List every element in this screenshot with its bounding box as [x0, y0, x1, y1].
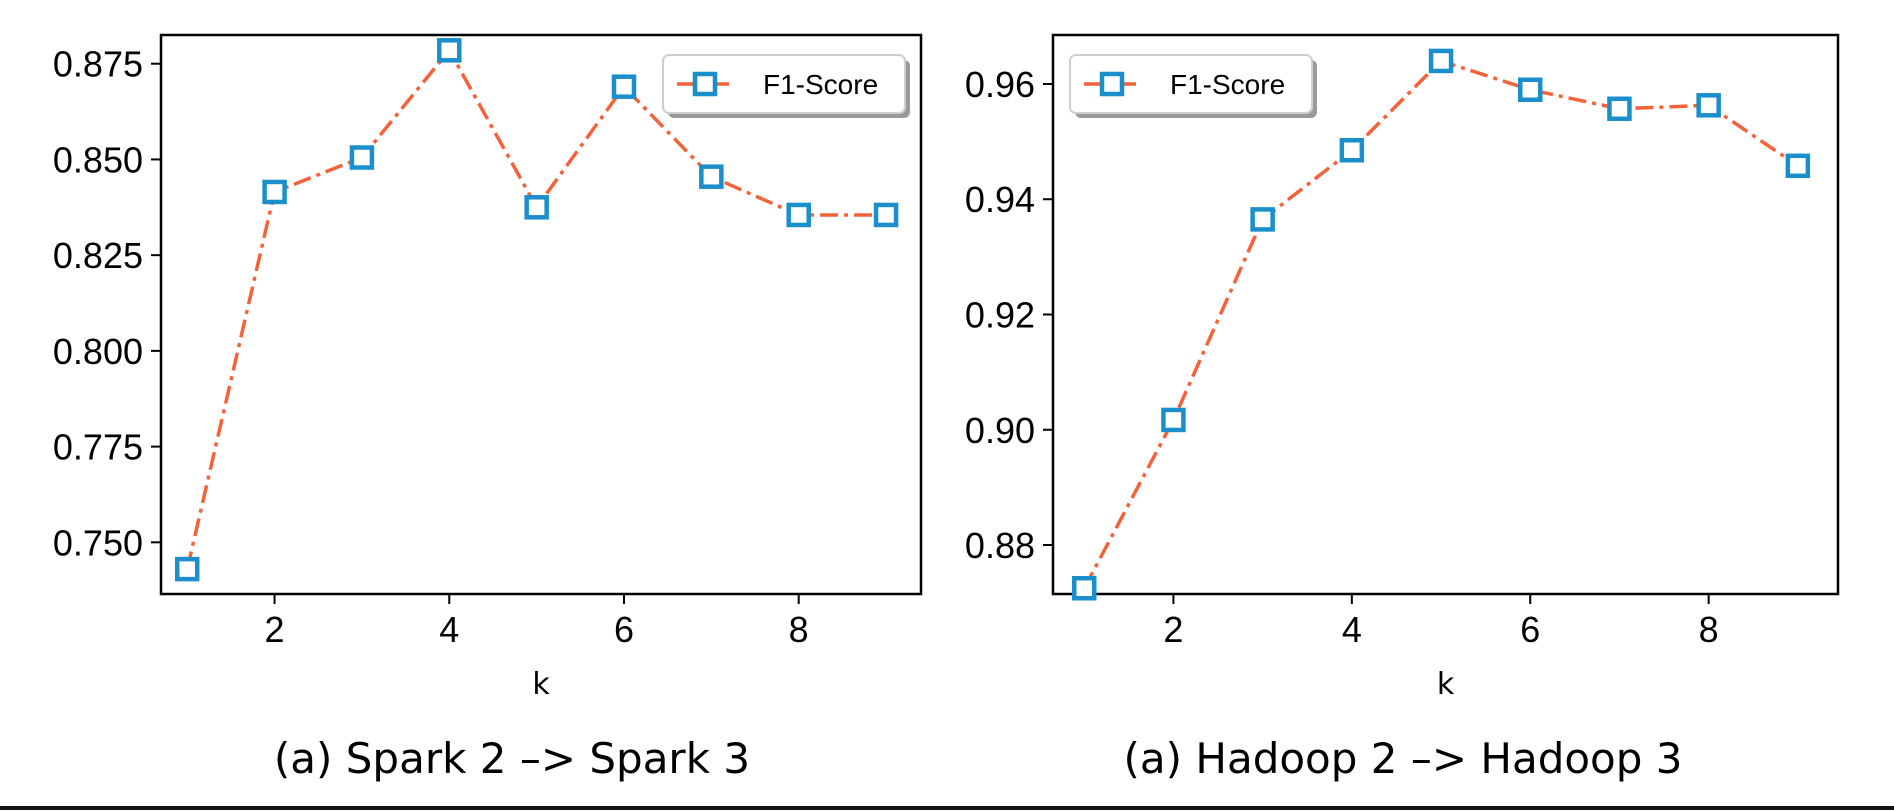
right-data-point — [1161, 407, 1186, 433]
left-y-tick-label: 0.800 — [53, 331, 143, 372]
right-x-axis-label: k — [1437, 667, 1455, 702]
left-x-tick-label: 4 — [439, 609, 459, 650]
right-y-tick-label: 0.96 — [965, 64, 1035, 105]
right-legend-marker-swatch — [1099, 71, 1125, 97]
left-legend-box — [662, 54, 906, 114]
left-data-point — [611, 74, 637, 99]
left-data-point — [786, 202, 811, 228]
right-data-point — [1696, 93, 1721, 118]
left-data-point — [699, 164, 724, 189]
right-y-tick-label: 0.88 — [965, 525, 1035, 566]
right-series-line — [1082, 59, 1799, 590]
left-x-tick-label: 8 — [789, 609, 809, 650]
left-plot-frame — [159, 33, 923, 596]
right-chart: 2 4 6 8 0.88 0.90 0.92 0.94 0.96 k F1-Score — [965, 33, 1840, 702]
left-data-point — [873, 202, 899, 228]
right-data-point — [1071, 575, 1097, 601]
left-data-point — [349, 145, 375, 170]
right-y-tick-label: 0.92 — [965, 295, 1035, 336]
left-series-line — [185, 48, 887, 570]
right-legend-label: F1-Score — [1170, 69, 1285, 100]
left-x-tick-label: 2 — [265, 609, 285, 650]
right-x-tick-label: 4 — [1342, 609, 1362, 650]
bottom-divider — [0, 806, 1894, 810]
left-data-point — [524, 195, 549, 220]
left-data-point — [437, 38, 462, 63]
panel-caption-right: (a) Hadoop 2 –> Hadoop 3 — [1123, 734, 1683, 783]
left-y-tick-label: 0.875 — [53, 44, 143, 85]
left-legend-marker-swatch — [692, 71, 718, 97]
right-x-tick-label: 6 — [1520, 609, 1540, 650]
left-y-tick-label: 0.750 — [53, 522, 143, 563]
right-x-tick-label: 8 — [1699, 609, 1719, 650]
left-data-point — [174, 556, 200, 582]
right-data-point — [1339, 138, 1365, 163]
right-data-point — [1250, 207, 1275, 232]
left-data-point — [262, 179, 287, 205]
left-legend-label: F1-Score — [763, 69, 878, 100]
left-chart: 2 4 6 8 0.750 0.775 0.800 0.825 0.850 0.875 k F1-Sc… — [53, 33, 923, 702]
right-legend-box — [1069, 54, 1313, 114]
right-data-point — [1517, 77, 1543, 102]
right-plot-frame — [1051, 33, 1840, 596]
right-y-tick-label: 0.90 — [965, 410, 1035, 451]
left-x-axis-label: k — [532, 667, 550, 702]
right-data-point — [1428, 48, 1454, 74]
right-y-tick-label: 0.94 — [965, 179, 1035, 220]
right-x-tick-label: 2 — [1163, 609, 1183, 650]
left-y-tick-label: 0.825 — [53, 235, 143, 276]
right-data-point — [1607, 96, 1632, 122]
left-y-tick-label: 0.850 — [53, 139, 143, 180]
left-y-tick-label: 0.775 — [53, 427, 143, 468]
left-x-tick-label: 6 — [614, 609, 634, 650]
panel-caption-left: (a) Spark 2 –> Spark 3 — [273, 734, 751, 783]
right-data-point — [1785, 153, 1811, 179]
